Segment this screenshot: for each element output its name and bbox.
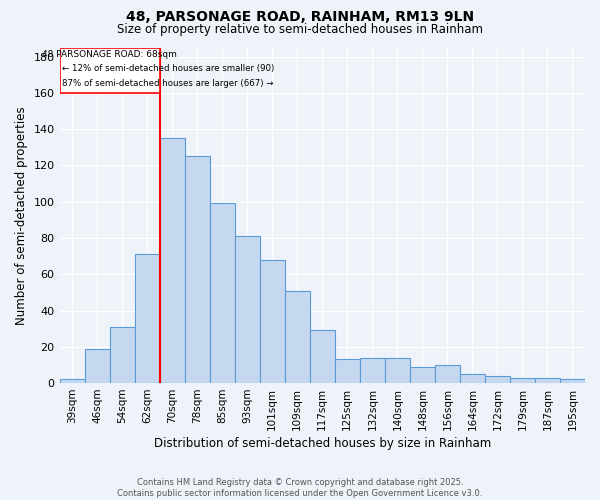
X-axis label: Distribution of semi-detached houses by size in Rainham: Distribution of semi-detached houses by … (154, 437, 491, 450)
Bar (160, 138, 185, 383)
Bar (260, 260, 285, 383)
Bar (110, 327, 134, 383)
Bar (385, 358, 410, 383)
Bar (460, 374, 485, 383)
Bar (535, 378, 560, 383)
Bar (410, 366, 435, 383)
FancyBboxPatch shape (59, 48, 160, 93)
Bar (335, 360, 360, 383)
Bar (134, 254, 160, 383)
Bar (435, 365, 460, 383)
Text: ← 12% of semi-detached houses are smaller (90): ← 12% of semi-detached houses are smalle… (62, 64, 274, 72)
Text: 48, PARSONAGE ROAD, RAINHAM, RM13 9LN: 48, PARSONAGE ROAD, RAINHAM, RM13 9LN (126, 10, 474, 24)
Text: 87% of semi-detached houses are larger (667) →: 87% of semi-detached houses are larger (… (62, 78, 274, 88)
Bar (560, 380, 585, 383)
Text: 48 PARSONAGE ROAD: 68sqm: 48 PARSONAGE ROAD: 68sqm (42, 50, 177, 59)
Text: Size of property relative to semi-detached houses in Rainham: Size of property relative to semi-detach… (117, 22, 483, 36)
Bar (510, 378, 535, 383)
Bar (59, 380, 85, 383)
Bar (235, 236, 260, 383)
Text: Contains HM Land Registry data © Crown copyright and database right 2025.
Contai: Contains HM Land Registry data © Crown c… (118, 478, 482, 498)
Bar (85, 348, 110, 383)
Bar (185, 156, 209, 383)
Bar (485, 376, 510, 383)
Bar (209, 204, 235, 383)
Bar (360, 358, 385, 383)
Y-axis label: Number of semi-detached properties: Number of semi-detached properties (15, 106, 28, 324)
Bar (310, 330, 335, 383)
Bar (285, 290, 310, 383)
